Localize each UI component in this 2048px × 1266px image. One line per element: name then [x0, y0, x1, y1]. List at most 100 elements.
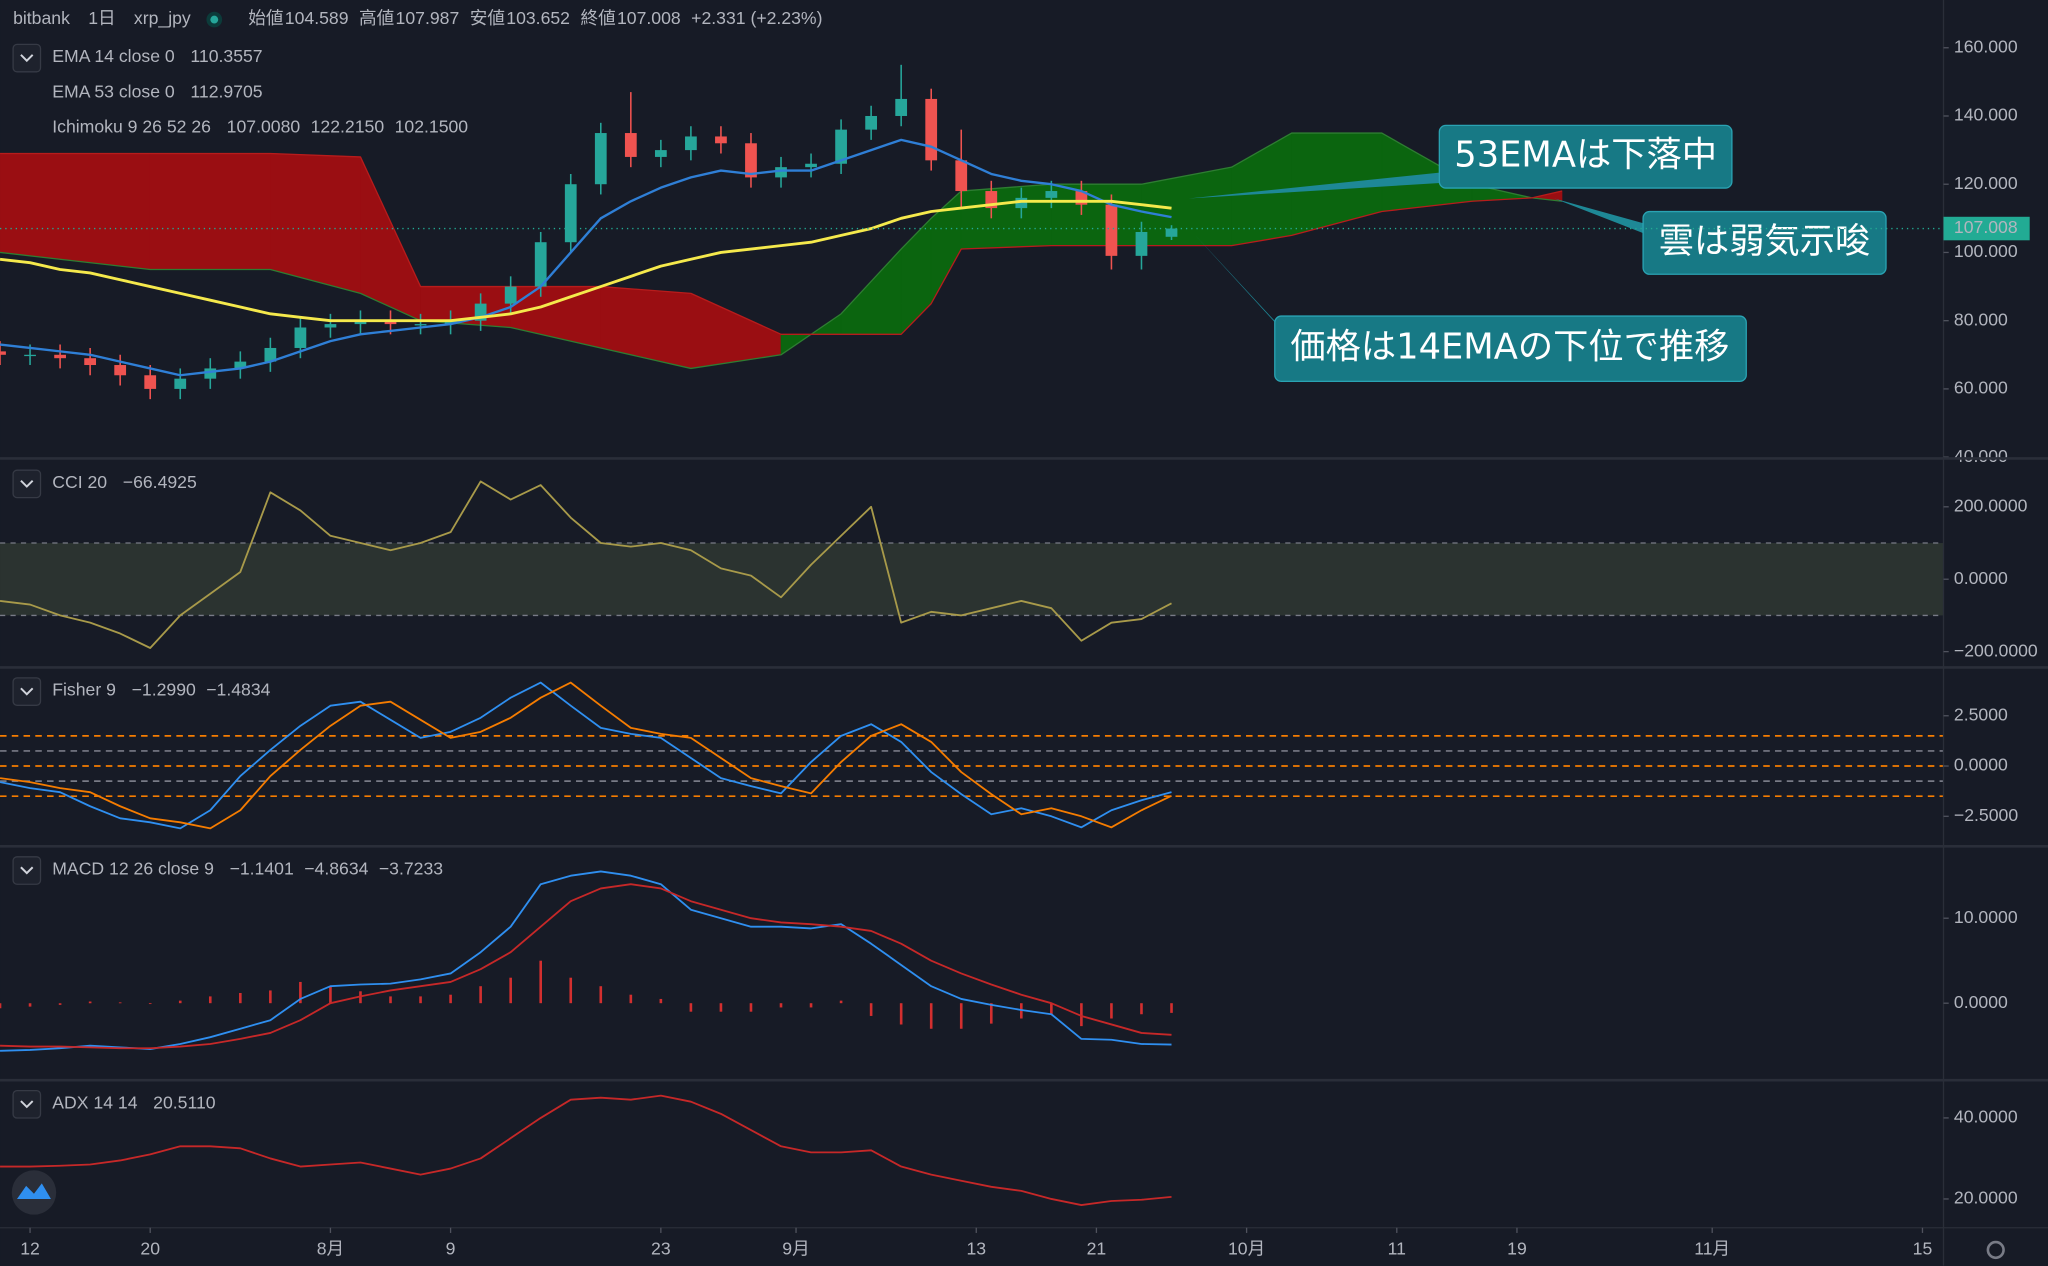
candle-body: [835, 129, 847, 164]
candle-body: [324, 324, 337, 328]
candle-body: [865, 115, 878, 130]
pane: [0, 64, 1563, 400]
legend-value: −66.4925: [123, 472, 197, 492]
y-tick-label: 100.000: [1954, 241, 2018, 261]
legend-name: Ichimoku 9 26 52 26: [52, 117, 211, 137]
x-tick-label: 13: [966, 1239, 986, 1259]
candle-body: [474, 303, 487, 321]
candle-body: [0, 351, 6, 355]
field-value: 107.008: [617, 8, 681, 28]
candle-body: [504, 286, 517, 304]
candle-body: [925, 98, 938, 161]
chevron: [20, 54, 34, 63]
span-b: [0, 152, 1563, 335]
legend-value: −4.8634: [304, 859, 368, 879]
status-dot-inner: [210, 15, 219, 24]
candle-body: [985, 191, 998, 209]
x-tick-label: 9月: [782, 1239, 809, 1259]
field-label: 終値: [580, 8, 615, 28]
ema-line: [0, 138, 1172, 377]
annotation-box: [1438, 124, 1733, 189]
collapse-button[interactable]: [12, 677, 42, 706]
candle-body: [745, 143, 757, 178]
legend-value: 107.0080: [227, 117, 301, 137]
candle-body: [444, 320, 457, 325]
chevron: [20, 866, 34, 875]
y-tick-label: 20.0000: [1954, 1188, 2018, 1208]
candle-body: [1015, 197, 1028, 209]
annotation: 53EMAは下落中: [1438, 124, 1733, 189]
logo-mark: [16, 1183, 51, 1199]
x-tick-label: 11: [1388, 1239, 1406, 1259]
field-value: 107.987: [396, 8, 460, 28]
span-a: [0, 132, 1563, 370]
candle-body: [1165, 228, 1178, 237]
candle-body: [414, 324, 427, 326]
x-tick-label: 20: [140, 1239, 160, 1259]
exchange: bitbank: [13, 8, 70, 28]
field-value: 103.652: [506, 8, 570, 28]
plots: [0, 64, 1944, 1206]
x-tick-label: 8月: [317, 1239, 344, 1259]
settings-icon[interactable]: [1986, 1240, 2005, 1260]
y-tick-label: 120.000: [1954, 173, 2018, 193]
annotation-box: [1642, 210, 1887, 275]
cloud-segment: [960, 183, 1052, 250]
cloud-segment: [149, 153, 271, 270]
legend-name: EMA 14 close 0: [52, 46, 175, 66]
gear[interactable]: [1986, 1240, 2005, 1260]
cloud-segment: [1051, 183, 1142, 246]
candle-body: [144, 375, 157, 389]
candle-body: [624, 133, 637, 157]
pane: [0, 480, 1944, 649]
y-tick-label: 0.0000: [1954, 755, 2008, 775]
field-value: 104.589: [285, 8, 349, 28]
candle-body: [654, 150, 667, 157]
indicator-line: [0, 480, 1172, 649]
pointer: [1554, 198, 1649, 236]
logo-circle: [11, 1170, 57, 1215]
annotation-text: 雲は弱気示唆: [1659, 221, 1871, 262]
y-tick-label: 200.0000: [1954, 495, 2028, 515]
y-tick-label: 40.000: [1954, 446, 2008, 466]
collapse-button[interactable]: [12, 1089, 42, 1119]
cloud-segment: [0, 153, 151, 270]
candle-body: [1075, 191, 1088, 205]
y-tick-label: −2.5000: [1954, 805, 2018, 825]
x-tick-label: 10月: [1228, 1239, 1265, 1259]
indicator-line: [0, 681, 1172, 830]
chevron: [20, 687, 34, 696]
legend-name: Fisher 9: [52, 680, 116, 700]
x-tick-label: 9: [446, 1239, 456, 1259]
indicator-line: [0, 883, 1172, 1050]
y-tick-label: 160.000: [1954, 36, 2018, 56]
annotation-box: [1274, 315, 1747, 383]
candle-body: [84, 358, 97, 366]
candle-body: [114, 365, 127, 376]
candle-body: [594, 133, 607, 185]
legend-name: EMA 53 close 0: [52, 81, 175, 101]
legend-value: 122.2150: [311, 117, 385, 137]
logo: [11, 1170, 57, 1215]
legend-name: CCI 20: [52, 472, 107, 492]
y-tick-label: 10.0000: [1954, 907, 2018, 927]
indicator-line: [0, 870, 1172, 1052]
candle-body: [805, 163, 817, 168]
legend-value: −1.4834: [206, 680, 270, 700]
chevron: [20, 1100, 34, 1109]
indicator-line: [0, 681, 1172, 830]
candle-body: [264, 347, 277, 362]
collapse-button[interactable]: [12, 469, 42, 499]
candle-body: [54, 354, 66, 359]
annotation: 価格は14EMAの下位で推移: [1274, 315, 1747, 383]
candle-body: [895, 98, 908, 116]
legend-value: −3.7233: [379, 859, 443, 879]
legend-name: MACD 12 26 close 9: [52, 859, 214, 879]
collapse-button[interactable]: [12, 856, 42, 885]
candle-body: [715, 136, 727, 144]
collapse-button[interactable]: [12, 43, 42, 73]
symbol: xrp_jpy: [134, 8, 191, 29]
field-label: 始値: [248, 8, 283, 28]
indicator-line: [0, 1094, 1172, 1206]
